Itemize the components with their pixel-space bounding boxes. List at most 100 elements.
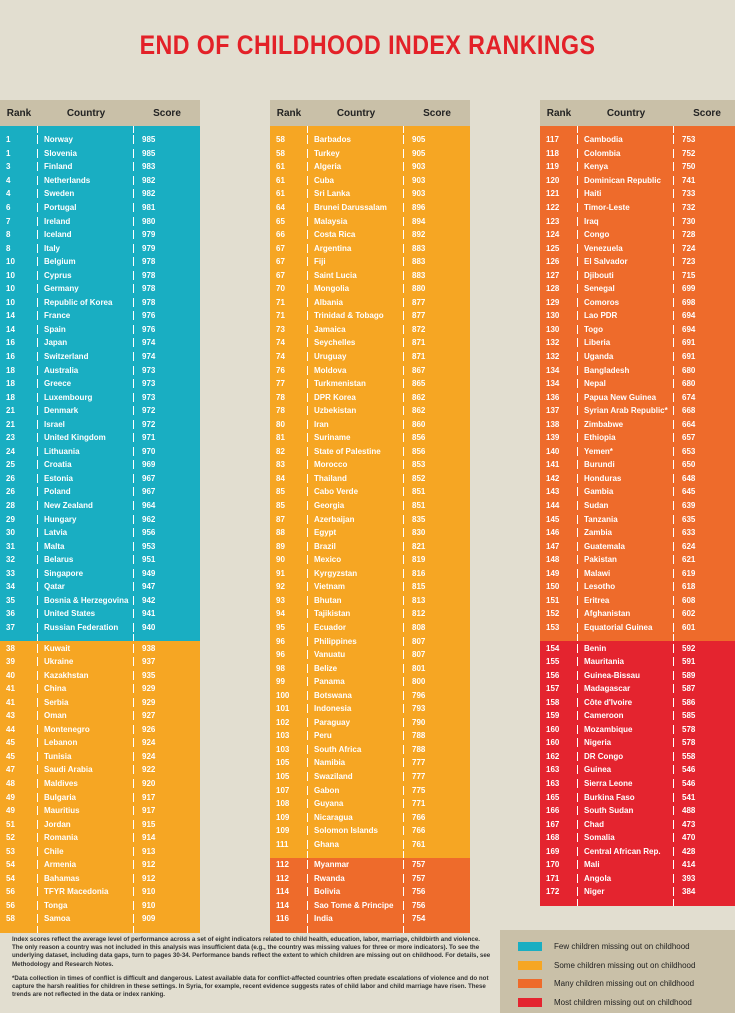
header-rank: Rank (6, 107, 32, 119)
rank-cell: 76 (270, 365, 308, 375)
country-cell: Liberia (578, 338, 674, 348)
score-cell: 793 (412, 704, 426, 714)
country-cell: China (38, 684, 134, 694)
country-cell: Ecuador (308, 622, 404, 632)
score-cell: 586 (682, 697, 696, 707)
table-row: 91 Kyrgyzstan 816 (270, 567, 470, 581)
country-cell: Zimbabwe (578, 419, 674, 429)
country-cell: Mauritania (578, 657, 674, 667)
score-cell: 913 (142, 846, 156, 856)
table-row: 150 Lesotho 618 (540, 580, 735, 594)
score-cell: 812 (412, 609, 426, 619)
score-cell: 766 (412, 826, 426, 836)
table-row: 38 Kuwait 938 (0, 641, 200, 655)
rankings-table-2: Rank Country Score 58 Barbados 905 58 Turkey 905… (270, 100, 470, 933)
band-spacer (0, 925, 200, 933)
score-cell: 853 (412, 460, 426, 470)
rank-cell: 34 (0, 582, 38, 592)
score-cell: 862 (412, 406, 426, 416)
score-cell: 775 (412, 785, 426, 795)
table-row: 45 Tunisia 924 (0, 750, 200, 764)
table-row: 28 New Zealand 964 (0, 499, 200, 513)
country-cell: Croatia (38, 460, 134, 470)
band-orange: 117 Cambodia 753 118 Colombia 752 119 Kenya 750 1… (540, 126, 735, 642)
country-cell: Ethiopia (578, 433, 674, 443)
rank-cell: 134 (540, 365, 578, 375)
country-cell: Sierra Leone (578, 778, 674, 788)
country-cell: El Salvador (578, 257, 674, 267)
rank-cell: 145 (540, 514, 578, 524)
country-cell: Hungary (38, 514, 134, 524)
rank-cell: 38 (0, 643, 38, 653)
country-cell: Paraguay (308, 717, 404, 727)
score-cell: 800 (412, 677, 426, 687)
score-cell: 657 (682, 433, 696, 443)
rank-cell: 66 (270, 230, 308, 240)
table-row: 6 Portugal 981 (0, 201, 200, 215)
rank-cell: 26 (0, 487, 38, 497)
table-row: 126 El Salvador 723 (540, 255, 735, 269)
rank-cell: 124 (540, 230, 578, 240)
rank-cell: 16 (0, 338, 38, 348)
rank-cell: 49 (0, 806, 38, 816)
header-rank: Rank (276, 107, 302, 119)
header-rank: Rank (546, 107, 572, 119)
country-cell: France (38, 311, 134, 321)
table-row: 21 Israel 972 (0, 417, 200, 431)
score-cell: 877 (412, 311, 426, 321)
country-cell: New Zealand (38, 501, 134, 511)
table-row: 107 Gabon 775 (270, 783, 470, 797)
country-cell: Afghanistan (578, 609, 674, 619)
score-cell: 754 (412, 914, 426, 924)
score-cell: 766 (412, 812, 426, 822)
legend-swatch (518, 979, 542, 988)
score-cell: 602 (682, 609, 696, 619)
table-row: 139 Ethiopia 657 (540, 431, 735, 445)
rank-cell: 14 (0, 311, 38, 321)
rank-cell: 163 (540, 765, 578, 775)
table-row: 96 Vanuatu 807 (270, 648, 470, 662)
table-row: 130 Lao PDR 694 (540, 309, 735, 323)
country-cell: Nepal (578, 379, 674, 389)
country-cell: Panama (308, 677, 404, 687)
rank-cell: 127 (540, 270, 578, 280)
score-cell: 982 (142, 189, 156, 199)
table-row: 33 Singapore 949 (0, 567, 200, 581)
score-cell: 983 (142, 162, 156, 172)
score-cell: 883 (412, 243, 426, 253)
rank-cell: 101 (270, 704, 308, 714)
rank-cell: 35 (0, 595, 38, 605)
table-row: 160 Mozambique 578 (540, 723, 735, 737)
rank-cell: 45 (0, 751, 38, 761)
score-cell: 985 (142, 135, 156, 145)
rank-cell: 78 (270, 392, 308, 402)
rank-cell: 136 (540, 392, 578, 402)
rank-cell: 52 (0, 833, 38, 843)
score-cell: 969 (142, 460, 156, 470)
score-cell: 973 (142, 392, 156, 402)
rank-cell: 1 (0, 135, 38, 145)
table-row: 67 Saint Lucia 883 (270, 268, 470, 282)
table-row: 90 Mexico 819 (270, 553, 470, 567)
table-row: 61 Sri Lanka 903 (270, 187, 470, 201)
country-cell: Gambia (578, 487, 674, 497)
rank-cell: 117 (540, 135, 578, 145)
rank-cell: 96 (270, 636, 308, 646)
rank-cell: 28 (0, 501, 38, 511)
country-cell: Cameroon (578, 711, 674, 721)
rank-cell: 67 (270, 270, 308, 280)
rank-cell: 67 (270, 243, 308, 253)
country-cell: DPR Korea (308, 392, 404, 402)
rank-cell: 3 (0, 162, 38, 172)
rank-cell: 6 (0, 203, 38, 212)
table-row: 52 Romania 914 (0, 831, 200, 845)
country-cell: Trinidad & Tobago (308, 311, 404, 321)
country-cell: Botswana (308, 690, 404, 700)
score-cell: 788 (412, 731, 426, 741)
score-cell: 674 (682, 392, 696, 402)
country-cell: Peru (308, 731, 404, 741)
table-row: 78 Uzbekistan 862 (270, 404, 470, 418)
country-cell: Montenegro (38, 724, 134, 734)
header-score: Score (423, 107, 451, 119)
country-cell: Israel (38, 419, 134, 429)
